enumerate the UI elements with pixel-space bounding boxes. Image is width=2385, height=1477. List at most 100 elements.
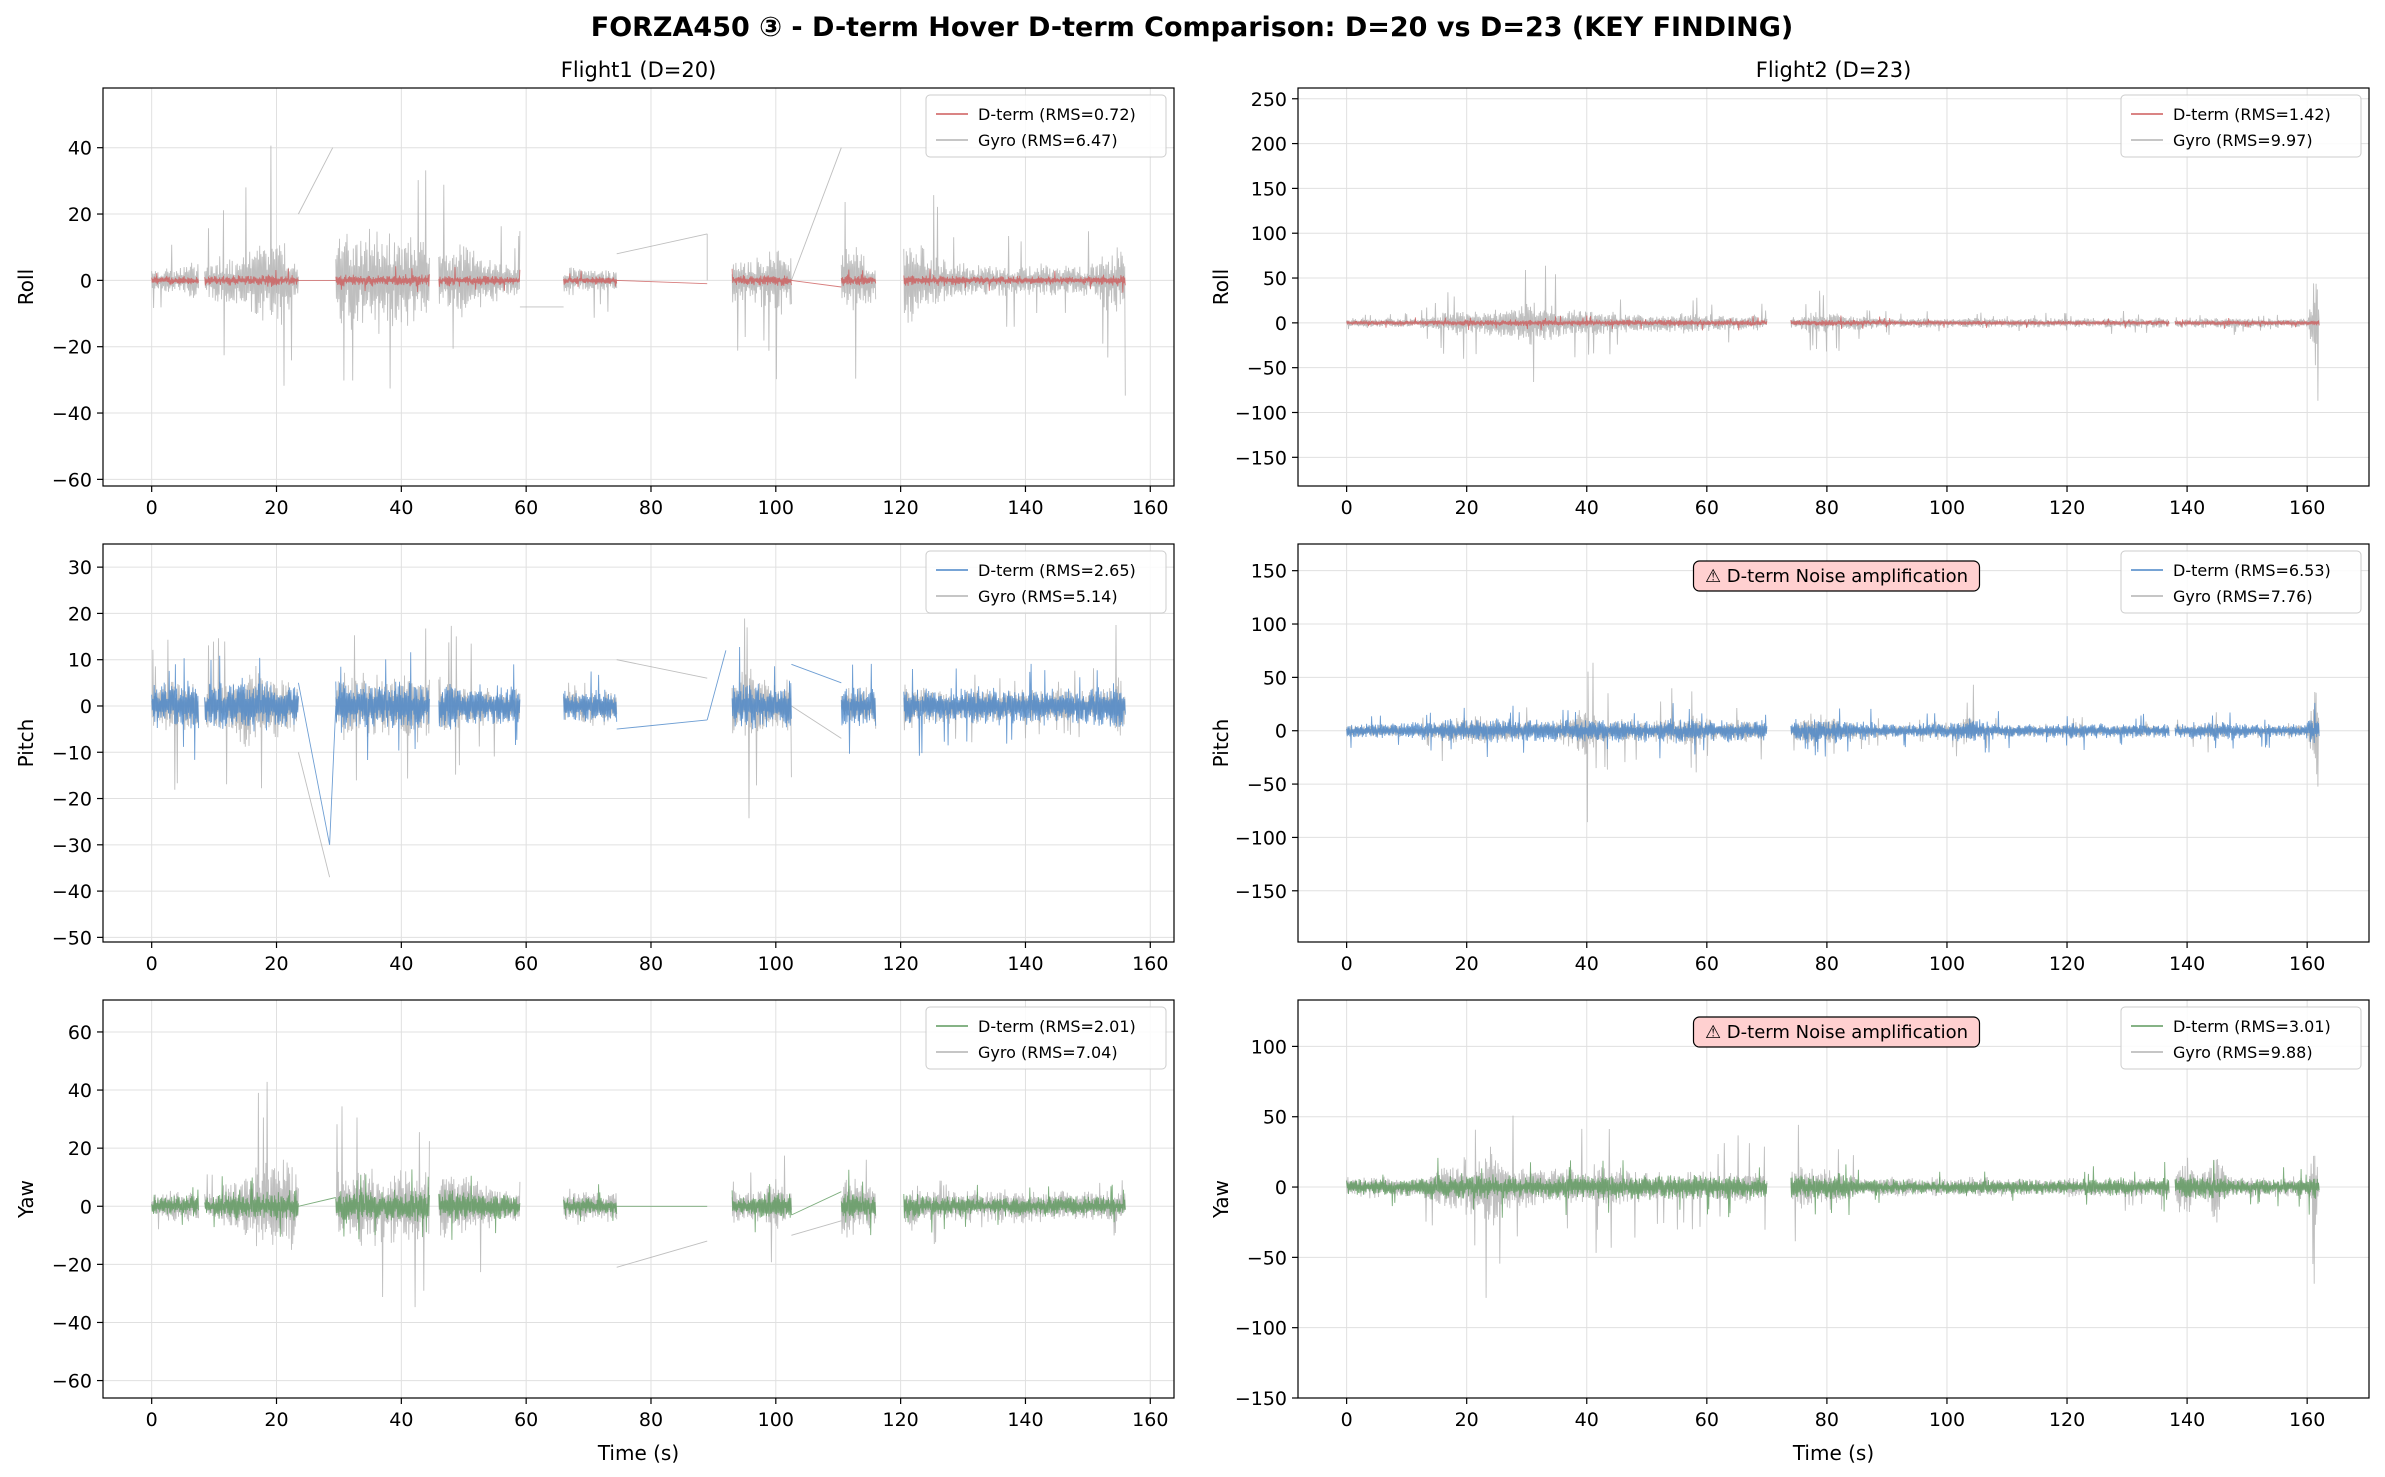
x-tick-label: 0 — [1341, 953, 1353, 975]
y-tick-label: 150 — [1251, 178, 1287, 200]
x-tick-label: 0 — [1341, 497, 1353, 519]
y-tick-label: −150 — [1235, 881, 1287, 903]
y-tick-label: −50 — [52, 927, 92, 949]
x-tick-label: 140 — [2169, 497, 2205, 519]
y-tick-label: 20 — [68, 603, 92, 625]
x-tick-label: 140 — [2169, 1409, 2205, 1431]
x-tick-label: 80 — [1815, 953, 1839, 975]
y-axis-label: Roll — [1209, 269, 1233, 305]
x-tick-label: 100 — [758, 1409, 794, 1431]
x-tick-label: 40 — [389, 953, 413, 975]
axes-frame — [1297, 999, 2370, 1399]
y-tick-label: −40 — [52, 881, 92, 903]
x-tick-label: 80 — [639, 1409, 663, 1431]
x-tick-label: 60 — [514, 953, 538, 975]
y-tick-label: −60 — [52, 1371, 92, 1393]
x-tick-label: 20 — [1455, 953, 1479, 975]
warning-text: ⚠ D-term Noise amplification — [1705, 566, 1968, 587]
legend-label: D-term (RMS=2.65) — [978, 561, 1136, 580]
y-tick-label: −20 — [52, 789, 92, 811]
y-axis-label: Pitch — [14, 719, 38, 768]
y-tick-label: 0 — [80, 696, 92, 718]
warning-annotation: ⚠ D-term Noise amplification — [1692, 1016, 1981, 1048]
y-tick-label: −10 — [52, 742, 92, 764]
x-tick-label: 160 — [1132, 953, 1168, 975]
axes-frame — [1297, 87, 2370, 487]
panel-flight1-pitch: 0 20 40 60 80 100 120 140 160 −50 −40 −30 −20 −10 0 10 2… — [14, 543, 1175, 975]
y-tick-label: 100 — [1251, 1036, 1287, 1058]
x-tick-label: 120 — [883, 497, 919, 519]
x-tick-label: 60 — [514, 497, 538, 519]
x-tick-label: 120 — [2049, 497, 2085, 519]
panel-title: Flight2 (D=23) — [1756, 58, 1912, 82]
y-tick-label: −20 — [52, 1254, 92, 1276]
x-tick-label: 160 — [2289, 1409, 2325, 1431]
legend-box — [925, 1006, 1167, 1070]
dterm-series-line — [151, 646, 1126, 845]
x-tick-label: 20 — [264, 497, 288, 519]
x-tick-label: 60 — [1695, 497, 1719, 519]
y-tick-label: −40 — [52, 403, 92, 425]
legend-label: Gyro (RMS=9.88) — [2173, 1043, 2313, 1062]
legend-label: Gyro (RMS=5.14) — [978, 587, 1118, 606]
x-tick-label: 100 — [1929, 1409, 1965, 1431]
x-tick-label: 40 — [1575, 497, 1599, 519]
axes-frame — [102, 543, 1175, 943]
y-tick-label: 60 — [68, 1022, 92, 1044]
x-tick-label: 100 — [758, 953, 794, 975]
x-tick-label: 160 — [2289, 953, 2325, 975]
y-tick-label: 10 — [68, 650, 92, 672]
figure-title: FORZA450 ③ - D-term Hover D-term Compari… — [591, 12, 1793, 43]
legend-label: Gyro (RMS=7.04) — [978, 1043, 1118, 1062]
y-tick-label: 0 — [1275, 1177, 1287, 1199]
dterm-series-line — [151, 266, 1126, 293]
axes-frame — [102, 999, 1175, 1399]
y-tick-label: −50 — [1247, 358, 1287, 380]
x-tick-label: 20 — [1455, 497, 1479, 519]
plot-area — [1346, 265, 2320, 401]
y-tick-label: 100 — [1251, 223, 1287, 245]
x-tick-label: 60 — [514, 1409, 538, 1431]
x-tick-label: 40 — [389, 1409, 413, 1431]
warning-box — [1692, 1016, 1981, 1048]
legend-label: D-term (RMS=1.42) — [2173, 105, 2331, 124]
x-tick-label: 120 — [883, 1409, 919, 1431]
plot-area — [151, 1081, 1126, 1308]
x-tick-label: 140 — [1007, 497, 1043, 519]
dterm-series-line — [1346, 1157, 2320, 1218]
x-tick-label: 160 — [1132, 497, 1168, 519]
warning-box — [1692, 560, 1981, 592]
legend: D-term (RMS=3.01) Gyro (RMS=9.88) — [2120, 1006, 2362, 1070]
x-tick-label: 20 — [264, 953, 288, 975]
legend: D-term (RMS=0.72) Gyro (RMS=6.47) — [925, 94, 1167, 158]
y-tick-label: −100 — [1235, 1318, 1287, 1340]
x-tick-label: 100 — [1929, 953, 1965, 975]
dterm-series-line — [151, 1169, 1126, 1240]
y-tick-label: 40 — [68, 1080, 92, 1102]
legend-box — [2120, 550, 2362, 614]
legend-label: D-term (RMS=6.53) — [2173, 561, 2331, 580]
axes-frame — [1297, 543, 2370, 943]
y-tick-label: −30 — [52, 835, 92, 857]
x-tick-label: 0 — [146, 497, 158, 519]
x-tick-label: 160 — [1132, 1409, 1168, 1431]
x-tick-label: 120 — [2049, 953, 2085, 975]
dterm-series-line — [1346, 702, 2320, 759]
x-tick-label: 0 — [146, 953, 158, 975]
x-tick-label: 160 — [2289, 497, 2325, 519]
y-axis-label: Yaw — [1209, 1180, 1233, 1219]
y-tick-label: 0 — [1275, 313, 1287, 335]
y-tick-label: −60 — [52, 469, 92, 491]
y-axis-label: Roll — [14, 269, 38, 305]
plot-area — [151, 145, 1126, 396]
legend-label: Gyro (RMS=6.47) — [978, 131, 1118, 150]
legend-box — [2120, 1006, 2362, 1070]
panel-flight2-yaw: 0 20 40 60 80 100 120 140 160 −150 −100 −50 0 50 100 Ya… — [1209, 999, 2370, 1465]
panel-flight1-yaw: 0 20 40 60 80 100 120 140 160 −60 −40 −20 0 20 40 60 Yaw… — [14, 999, 1175, 1465]
x-tick-label: 120 — [2049, 1409, 2085, 1431]
y-tick-label: 50 — [1263, 268, 1287, 290]
x-tick-label: 120 — [883, 953, 919, 975]
x-tick-label: 80 — [1815, 497, 1839, 519]
legend-label: Gyro (RMS=9.97) — [2173, 131, 2313, 150]
